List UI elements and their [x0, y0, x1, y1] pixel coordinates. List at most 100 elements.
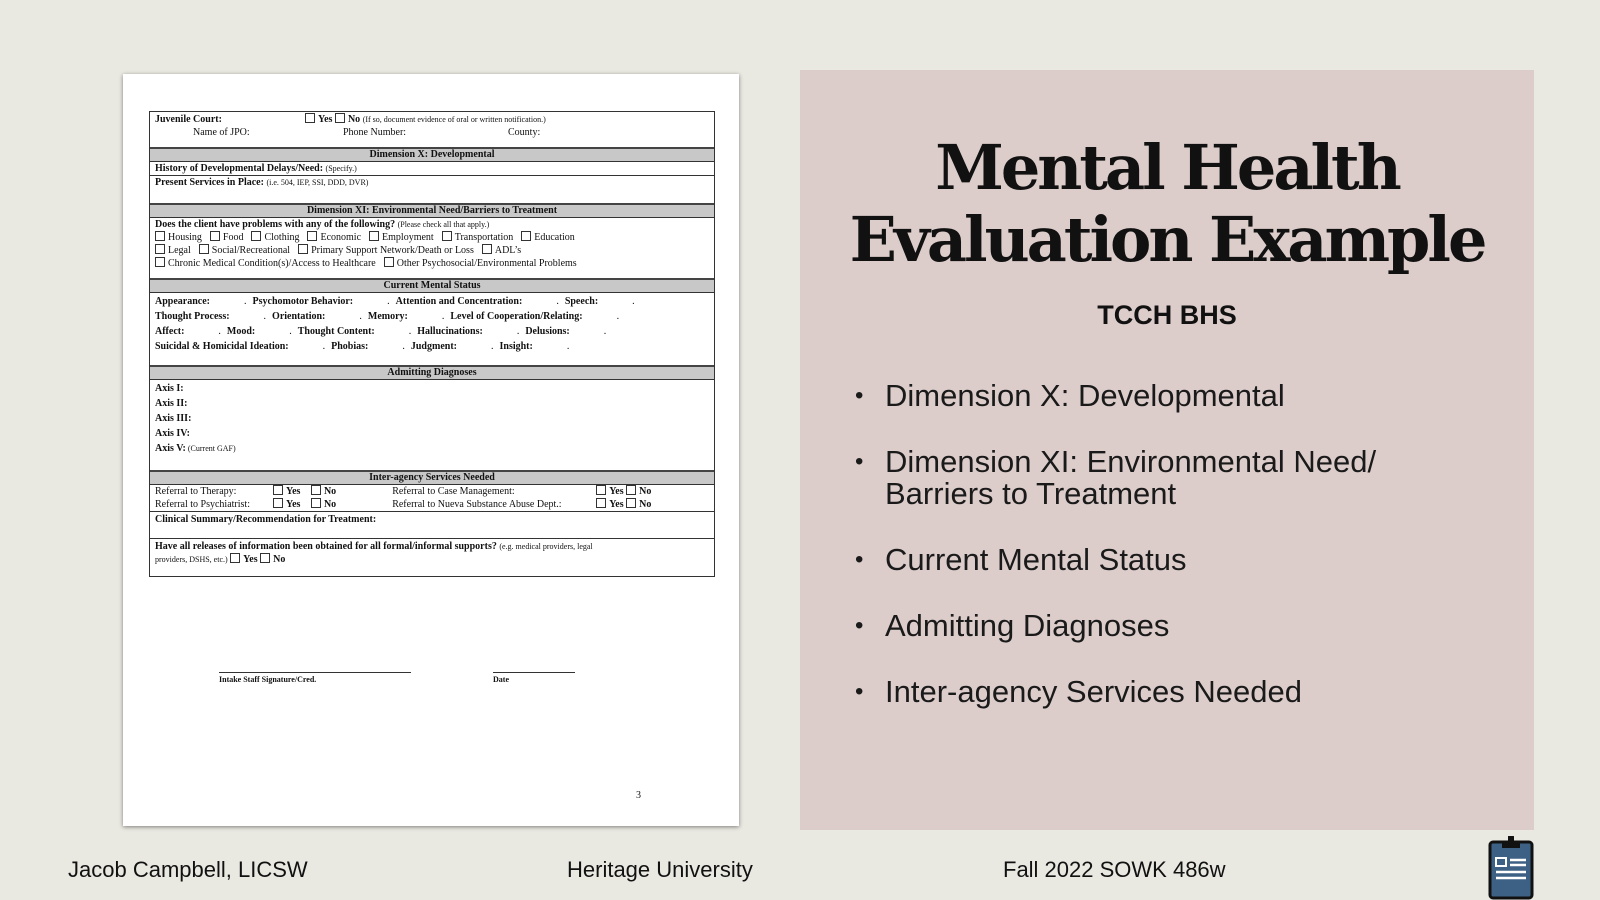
- checkbox: [209, 231, 220, 241]
- referrals: Referral to Therapy: Yes No Referral to Ca…: [150, 485, 714, 512]
- slide-title: Mental Health Evaluation Example: [849, 131, 1488, 276]
- releases-note: (e.g. medical providers, legal: [499, 542, 593, 551]
- mental-status-field: Suicidal & Homicidal Ideation:: [155, 341, 289, 352]
- juvenile-note: (If so, document evidence of oral or wri…: [362, 115, 546, 124]
- axis-row: Axis IV:: [155, 428, 190, 439]
- mental-status-field: Insight:: [499, 341, 533, 352]
- services-note: (i.e. 504, IEP, SSI, DDD, DVR): [266, 178, 369, 187]
- section-header-interagency: Inter-agency Services Needed: [150, 470, 714, 485]
- checkbox: [521, 231, 532, 241]
- checkbox: [155, 231, 165, 241]
- no-label: No: [273, 554, 286, 565]
- bullet-item: Current Mental Status: [855, 544, 1376, 577]
- releases-note-2: providers, DSHS, etc.): [155, 555, 228, 564]
- yes-label: Yes: [243, 554, 258, 565]
- checkbox: [369, 231, 380, 241]
- section-header-dimension-x: Dimension X: Developmental: [150, 147, 714, 162]
- axis-row: Axis II:: [155, 398, 188, 409]
- axis-row: Axis V: (Current GAF): [155, 443, 236, 454]
- axis-row: Axis I:: [155, 383, 184, 394]
- juvenile-court-section: Juvenile Court: Yes No (If so, document e…: [150, 112, 714, 147]
- checkbox-label: Employment: [382, 232, 434, 243]
- mental-status-field: Orientation:: [272, 311, 326, 322]
- no-label: No: [347, 114, 361, 125]
- checkbox: [251, 231, 262, 241]
- checkbox-label: Education: [534, 232, 575, 243]
- mental-status-row: Affect:. Mood:. Thought Content:. Hallucina…: [155, 326, 607, 337]
- psychiatrist-label: Referral to Psychiatrist:: [155, 499, 250, 510]
- releases-question: Have all releases of information been ob…: [155, 541, 497, 552]
- checkbox: [298, 244, 309, 254]
- mental-status-field: Attention and Concentration:: [395, 296, 523, 307]
- no-label: No: [323, 499, 337, 510]
- checkbox: [334, 113, 345, 123]
- mental-status-field: Judgment:: [410, 341, 457, 352]
- page-number: 3: [636, 790, 641, 801]
- therapy-label: Referral to Therapy:: [155, 486, 237, 497]
- checkbox-label: Transportation: [454, 232, 514, 243]
- slide-subtitle: TCCH BHS: [1097, 300, 1237, 330]
- barriers-question: Does the client have problems with any o…: [155, 219, 396, 230]
- signature-line: Intake Staff Signature/Cred.: [219, 672, 411, 684]
- checkbox: [481, 244, 492, 254]
- checkbox: [155, 244, 165, 254]
- footer-institution: Heritage University: [567, 857, 753, 882]
- checkbox: [441, 231, 452, 241]
- yes-label: Yes: [286, 486, 301, 497]
- bullet-list: Dimension X: Developmental Dimension XI:…: [855, 380, 1376, 742]
- evaluation-form: Juvenile Court: Yes No (If so, document e…: [149, 111, 715, 577]
- history-label: History of Developmental Delays/Need:: [155, 163, 324, 174]
- footer-course: Fall 2022 SOWK 486w: [1003, 857, 1226, 882]
- checkbox-label: Other Psychosocial/Environmental Problem…: [396, 258, 577, 269]
- checkbox: [155, 257, 165, 267]
- section-header-dimension-xi: Dimension XI: Environmental Need/Barrier…: [150, 203, 714, 218]
- checkbox-label: Housing: [168, 232, 202, 243]
- yes-label: Yes: [318, 114, 333, 125]
- mental-status-field: Hallucinations:: [417, 326, 483, 337]
- mental-status-field: Speech:: [564, 296, 599, 307]
- mental-status-field: Level of Cooperation/Relating:: [450, 311, 583, 322]
- checkbox-label: Clothing: [264, 232, 300, 243]
- checkbox-label: ADL’s: [494, 245, 522, 256]
- clinical-summary-label: Clinical Summary/Recommendation for Trea…: [155, 514, 377, 525]
- bullet-item: Inter-agency Services Needed: [855, 676, 1376, 709]
- no-label: No: [639, 499, 652, 510]
- form-document-image: Juvenile Court: Yes No (If so, document e…: [123, 74, 739, 826]
- juvenile-court-label: Juvenile Court:: [155, 114, 222, 125]
- mental-status-row: Thought Process:. Orientation:. Memory:. Le…: [155, 311, 620, 322]
- mental-status-field: Thought Content:: [297, 326, 375, 337]
- mental-status-row: Appearance:. Psychomotor Behavior:. Attent…: [155, 296, 635, 307]
- mental-status-field: Affect:: [155, 326, 185, 337]
- barriers-note: (Please check all that apply.): [397, 220, 490, 229]
- checkbox: [307, 231, 318, 241]
- no-label: No: [323, 486, 337, 497]
- mental-status-field: Appearance:: [155, 296, 210, 307]
- checkbox-label: Legal: [168, 245, 191, 256]
- checkbox-label: Economic: [320, 232, 362, 243]
- services-label: Present Services in Place:: [155, 177, 264, 188]
- yes-label: Yes: [609, 499, 624, 510]
- section-header-diagnoses: Admitting Diagnoses: [150, 365, 714, 380]
- mental-status-field: Memory:: [367, 311, 408, 322]
- checkbox-label: Chronic Medical Condition(s)/Access to H…: [168, 258, 376, 269]
- mental-status-row: Suicidal & Homicidal Ideation:. Phobias:.…: [155, 341, 570, 352]
- no-label: No: [639, 486, 652, 497]
- mental-status-field: Mood:: [226, 326, 256, 337]
- checkbox: [305, 113, 315, 123]
- jpo-label: Name of JPO:: [193, 127, 250, 138]
- barriers-checklist: Does the client have problems with any o…: [150, 218, 714, 278]
- case-management-label: Referral to Case Management:: [392, 486, 515, 497]
- yes-label: Yes: [609, 486, 624, 497]
- checkbox-label: Primary Support Network/Death or Loss: [311, 245, 474, 256]
- nueva-label: Referral to Nueva Substance Abuse Dept.:: [392, 499, 562, 510]
- clipboard-icon: [1488, 836, 1534, 900]
- section-header-mental-status: Current Mental Status: [150, 278, 714, 293]
- mental-status-field: Thought Process:: [155, 311, 230, 322]
- releases-section: Have all releases of information been ob…: [150, 539, 714, 576]
- bullet-item: Dimension X: Developmental: [855, 380, 1376, 413]
- checkbox-label: Food: [222, 232, 244, 243]
- mental-status-field: Phobias:: [331, 341, 369, 352]
- bullet-item: Admitting Diagnoses: [855, 610, 1376, 643]
- footer-author: Jacob Campbell, LICSW: [68, 857, 308, 882]
- checkbox: [198, 244, 209, 254]
